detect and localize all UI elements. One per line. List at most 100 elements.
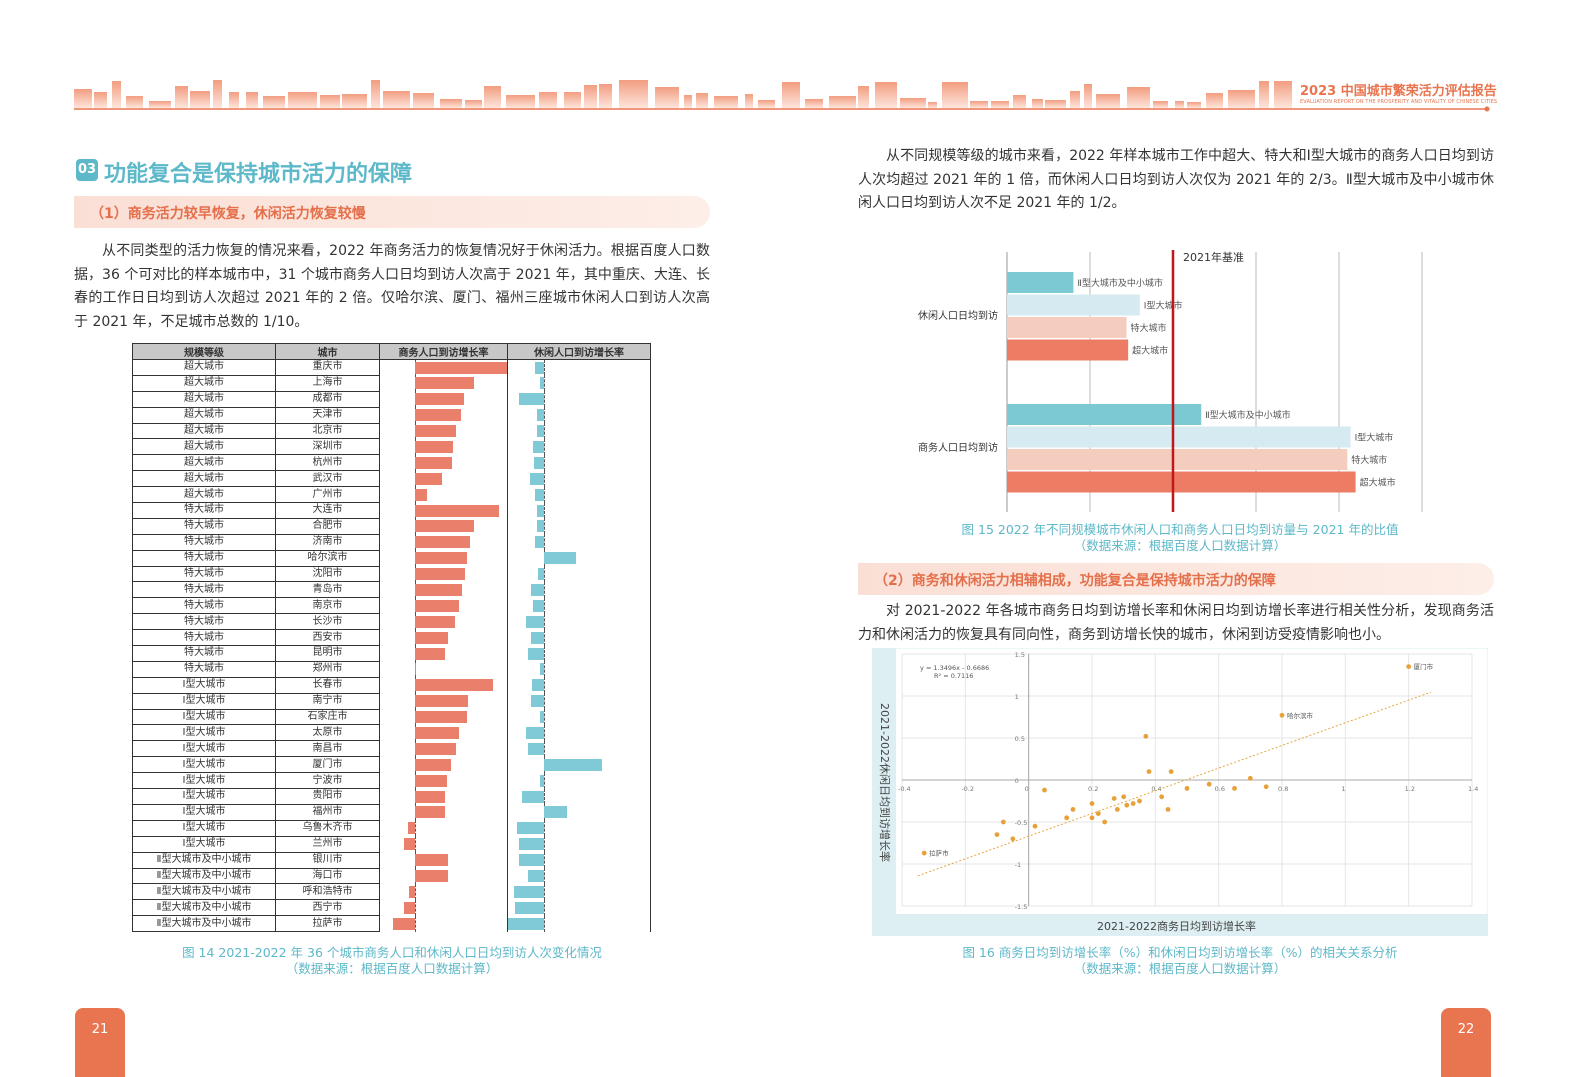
table-row: Ⅰ型大城市 石家庄市 [132, 708, 651, 726]
skyline-building [599, 84, 612, 108]
skyline-building [229, 92, 239, 108]
business-growth-bar [415, 504, 499, 517]
bar [1007, 339, 1129, 361]
city-cell: 广州市 [275, 486, 380, 504]
city-cell: 银川市 [275, 851, 380, 869]
leisure-growth-cell [507, 502, 651, 519]
tier-cell: 特大城市 [132, 629, 276, 647]
skyline-building [112, 81, 121, 108]
city-cell: 上海市 [275, 374, 380, 392]
scatter-point [1263, 784, 1269, 790]
scatter-point [1130, 801, 1136, 806]
business-growth-cell [379, 724, 508, 741]
leisure-growth-bar [513, 885, 544, 898]
business-growth-cell [379, 534, 508, 551]
bar [1007, 471, 1356, 493]
table-row: 超大城市 上海市 [132, 374, 651, 392]
leisure-growth-cell [507, 423, 651, 439]
leisure-growth-bar [518, 393, 544, 406]
table-row: 超大城市 重庆市 [132, 359, 651, 376]
leisure-growth-bar [532, 679, 544, 692]
tier-cell: 特大城市 [132, 581, 276, 599]
city-cell: 拉萨市 [275, 915, 380, 933]
business-growth-bar [415, 409, 461, 422]
leisure-growth-bar [526, 726, 544, 739]
business-growth-bar [415, 663, 417, 676]
business-growth-cell [379, 899, 508, 916]
zero-axis-line [544, 883, 545, 900]
subsection-2-title-band: （2）商务和休闲活力相辅相成，功能复合是保持城市活力的保障 [858, 563, 1494, 595]
zero-axis-line [544, 772, 545, 789]
tier-cell: 超大城市 [132, 470, 276, 488]
scatter-point [1143, 733, 1149, 739]
scatter-point [1095, 811, 1101, 816]
zero-axis-line [544, 661, 545, 678]
business-growth-bar [415, 695, 468, 708]
group-label: 商务人口日均到访 [918, 441, 998, 454]
business-growth-cell [379, 550, 508, 567]
scatter-point [1247, 775, 1253, 781]
skyline-building [246, 92, 258, 108]
leisure-growth-cell [507, 836, 651, 853]
city-cell: 郑州市 [275, 660, 380, 678]
table-header-leisure-growth: 休闲人口到访增长率 [507, 343, 651, 360]
tier-cell: Ⅱ型大城市及中小城市 [132, 899, 276, 917]
figure16-caption-title: 图 16 商务日均到访增长率（%）和休闲日均到访增长率（%）的相关关系分析 [962, 945, 1398, 960]
bar-label: 特大城市 [1131, 322, 1167, 334]
leisure-growth-cell [507, 724, 651, 741]
table-row: Ⅱ型大城市及中小城市 银川市 [132, 851, 651, 869]
city-cell: 海口市 [275, 867, 380, 885]
zero-axis-line [415, 899, 416, 916]
table-row: 超大城市 广州市 [132, 486, 651, 504]
skyline-building [484, 86, 501, 108]
leisure-growth-cell [507, 868, 651, 884]
zero-axis-line [544, 534, 545, 551]
zero-axis-line [544, 820, 545, 837]
bar [1007, 404, 1202, 425]
scatter-point [1089, 801, 1095, 806]
leisure-growth-bar [526, 615, 544, 628]
leisure-growth-cell [507, 518, 651, 535]
bar-label: Ⅰ型大城市 [1144, 300, 1183, 312]
leisure-growth-bar [539, 663, 544, 676]
tier-cell: 超大城市 [132, 438, 276, 456]
point-label: 哈尔滨市 [1287, 711, 1314, 720]
business-growth-cell [379, 423, 508, 439]
business-growth-cell [379, 613, 508, 630]
table-row: Ⅰ型大城市 兰州市 [132, 835, 651, 853]
header-skyline-decoration [74, 80, 1490, 112]
page-number-right: 22 [1441, 1008, 1491, 1077]
page-number-left: 21 [75, 1008, 125, 1077]
zero-axis-line [544, 693, 545, 710]
tier-cell: 特大城市 [132, 597, 276, 615]
table-row: Ⅰ型大城市 宁波市 [132, 772, 651, 790]
section-number-badge: 03 [76, 159, 98, 181]
leisure-growth-cell [507, 470, 651, 487]
bar [1007, 294, 1140, 316]
table-row: Ⅱ型大城市及中小城市 呼和浩特市 [132, 883, 651, 901]
scatter-point [1279, 712, 1285, 718]
skyline-building [465, 100, 482, 108]
leisure-growth-cell [507, 693, 651, 710]
tier-cell: 超大城市 [132, 454, 276, 472]
zero-axis-line [415, 820, 416, 837]
business-growth-cell [379, 915, 508, 932]
x-tick-label: 0.2 [1088, 785, 1098, 793]
tier-cell: 超大城市 [132, 422, 276, 440]
leisure-growth-bar [536, 504, 544, 517]
business-growth-bar [415, 568, 466, 581]
tier-cell: Ⅱ型大城市及中小城市 [132, 915, 276, 933]
zero-axis-line [544, 629, 545, 646]
tier-cell: 特大城市 [132, 645, 276, 662]
table-row: Ⅰ型大城市 长春市 [132, 676, 651, 694]
skyline-building [1228, 90, 1255, 108]
leisure-growth-bar [528, 742, 544, 755]
group-label: 休闲人口日均到访 [918, 309, 998, 322]
leisure-growth-bar [539, 774, 544, 787]
business-growth-bar [415, 440, 454, 453]
business-growth-bar [407, 822, 415, 835]
business-growth-bar [415, 536, 470, 549]
table-row: 特大城市 郑州市 [132, 660, 651, 678]
figure15-caption: 图 15 2022 年不同规模城市休闲人口和商务人口日均到访量与 2021 年的… [900, 522, 1460, 554]
table-row: 特大城市 沈阳市 [132, 565, 651, 583]
